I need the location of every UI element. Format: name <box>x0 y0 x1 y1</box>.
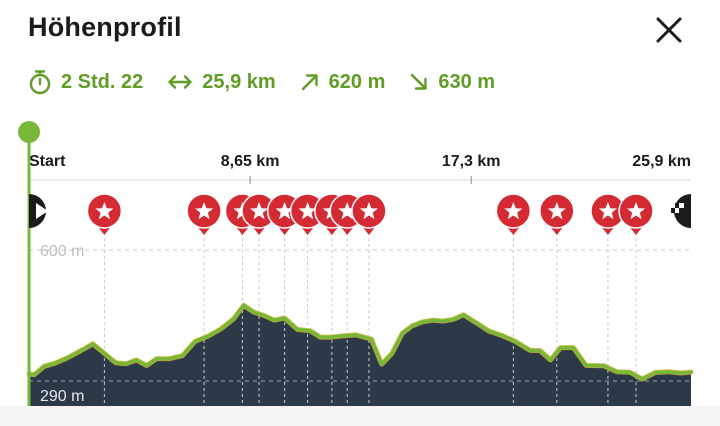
x-tick-label: Start <box>29 153 66 170</box>
distance-stat: 25,9 km <box>167 70 276 94</box>
x-tick-label: 17,3 km <box>442 153 501 170</box>
x-tick-label: 8,65 km <box>221 153 280 170</box>
duration-stat: 2 Std. 22 <box>28 69 143 95</box>
stopwatch-icon <box>29 70 51 95</box>
elevation-area <box>29 305 691 406</box>
poi-marker-star-icon[interactable] <box>351 193 387 235</box>
poi-marker-star-icon[interactable] <box>289 193 326 235</box>
position-handle <box>18 121 40 143</box>
poi-marker-star-icon[interactable] <box>186 193 222 235</box>
profile-line <box>27 303 693 381</box>
star-icon <box>338 202 357 220</box>
star-icon <box>547 202 566 220</box>
poi-marker-star-icon[interactable] <box>495 193 532 235</box>
close-icon[interactable] <box>652 13 686 47</box>
page-title: Höhenprofil <box>28 12 182 42</box>
duration-value: 2 Std. 22 <box>61 70 144 93</box>
bottom-strip <box>0 406 720 426</box>
tour-stats: 2 Std. 22 25,9 km 620 m 630 m <box>28 66 519 98</box>
star-icon <box>504 202 523 220</box>
distance-value: 25,9 km <box>202 70 276 93</box>
descent-stat: 630 m <box>409 71 495 94</box>
x-tick-label: 25,9 km <box>632 153 691 170</box>
star-icon <box>275 202 294 220</box>
ascent-stat: 620 m <box>300 70 386 94</box>
star-icon <box>298 202 317 220</box>
poi-marker-star-icon[interactable] <box>539 193 575 235</box>
finish-flag-icon[interactable] <box>669 194 691 235</box>
star-icon <box>250 202 269 220</box>
start-icon[interactable] <box>29 194 48 235</box>
horizontal-arrows-icon <box>168 75 192 89</box>
star-icon <box>598 202 617 220</box>
star-icon <box>195 202 214 220</box>
poi-marker-star-icon[interactable] <box>86 193 123 235</box>
poi-marker-star-icon[interactable] <box>590 193 626 235</box>
elevation-label-min: 290 m <box>40 388 84 405</box>
star-icon <box>627 202 646 220</box>
arrow-up-right-icon <box>301 74 318 91</box>
star-icon <box>95 202 114 220</box>
star-icon <box>359 202 378 220</box>
ascent-value: 620 m <box>328 70 386 93</box>
poi-marker-star-icon[interactable] <box>618 193 654 235</box>
arrow-down-right-icon <box>411 73 428 90</box>
elevation-label-max: 600 m <box>40 243 84 260</box>
descent-value: 630 m <box>438 70 496 93</box>
